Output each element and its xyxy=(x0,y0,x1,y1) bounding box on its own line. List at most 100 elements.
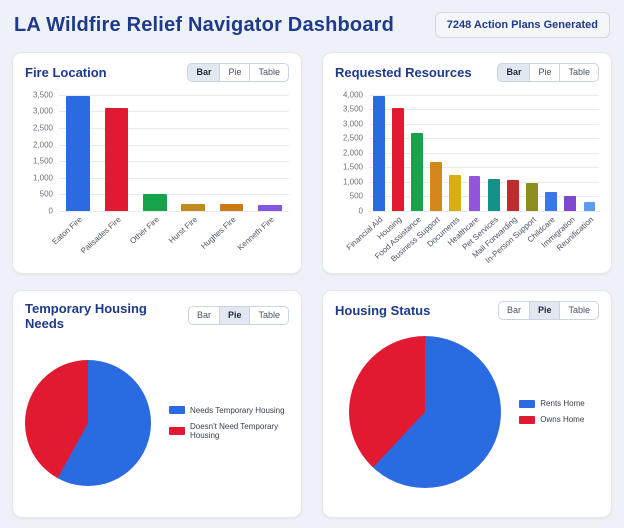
y-axis-label: 3,500 xyxy=(32,90,53,100)
bar-slot xyxy=(484,95,503,211)
bar-slot xyxy=(561,95,580,211)
gridline xyxy=(369,123,599,125)
y-axis-label: 0 xyxy=(48,206,53,216)
table-toggle-button[interactable]: Table xyxy=(249,306,289,326)
gridline xyxy=(59,111,289,113)
bar-toggle-button[interactable]: Bar xyxy=(187,306,220,326)
legend-label: Doesn't Need Temporary Housing xyxy=(190,421,279,440)
bar xyxy=(66,96,91,211)
y-axis-label: 500 xyxy=(39,189,53,199)
fire-location-chart: 3,500 3,000 2,500 2,000 1,500 1,000 500 0 Eaton … xyxy=(25,90,289,263)
bar xyxy=(142,193,167,211)
bar-slot xyxy=(59,95,97,211)
y-axis-label: 1,000 xyxy=(342,177,363,187)
gridline xyxy=(369,152,599,154)
cards-grid: Fire Location Bar Pie Table 3,500 3,000 2,… xyxy=(12,52,612,518)
table-toggle-button[interactable]: Table xyxy=(559,300,599,320)
y-axis-label: 2,000 xyxy=(32,140,53,149)
gridline xyxy=(369,196,599,198)
requested-resources-chart: 4,000 3,500 3,000 2,500 2,000 1,500 1,000 500 0 F… xyxy=(335,90,599,265)
y-axis: 3,500 3,000 2,500 2,000 1,500 1,000 500 0 xyxy=(25,90,59,215)
bar-slot xyxy=(503,95,522,211)
bar xyxy=(181,203,206,211)
bar xyxy=(506,180,519,211)
bar-slot xyxy=(212,95,250,211)
requested-resources-card: Requested Resources Bar Pie Table 4,000 3… xyxy=(322,52,612,274)
y-axis-label: 1,000 xyxy=(32,173,53,183)
legend-swatch xyxy=(169,406,185,415)
bar-slot xyxy=(427,95,446,211)
pie-toggle-button[interactable]: Pie xyxy=(218,306,251,326)
x-axis: Financial Aid Housing Food Assistance Busin… xyxy=(335,211,599,265)
bar xyxy=(257,204,282,211)
legend-item[interactable]: Owns Home xyxy=(519,415,584,424)
pie-toggle-button[interactable]: Pie xyxy=(528,300,561,320)
legend-label: Owns Home xyxy=(540,415,585,425)
temporary-housing-needs-card: Temporary Housing Needs Bar Pie Table Ne… xyxy=(12,289,302,518)
panel-title: Housing Status xyxy=(335,302,431,318)
card-header: Temporary Housing Needs Bar Pie Table xyxy=(25,301,289,331)
gridline xyxy=(369,167,599,169)
bar xyxy=(468,176,481,211)
bar xyxy=(526,183,538,211)
bar xyxy=(583,202,596,211)
gridline xyxy=(59,127,289,129)
gridline xyxy=(369,181,599,183)
bar-slot xyxy=(522,95,541,211)
page-title: LA Wildfire Relief Navigator Dashboard xyxy=(14,13,395,36)
pie-toggle-button[interactable]: Pie xyxy=(219,63,251,82)
y-axis-label: 3,500 xyxy=(342,104,363,114)
y-axis-label: 1,500 xyxy=(32,156,53,166)
bar-slot xyxy=(388,95,407,211)
card-header: Housing Status Bar Pie Table xyxy=(335,300,599,320)
bar-toggle-button[interactable]: Bar xyxy=(497,300,530,320)
gridline xyxy=(59,94,289,96)
y-axis: 4,000 3,500 3,000 2,500 2,000 1,500 1,000 500 0 xyxy=(335,90,369,215)
legend-item[interactable]: Doesn't Need Temporary Housing xyxy=(169,422,289,440)
housing-status-chart: Rents Home Owns Home xyxy=(335,328,599,496)
y-axis-label: 4,000 xyxy=(342,90,363,100)
y-axis-label: 3,000 xyxy=(342,119,363,129)
bar-toggle-button[interactable]: Bar xyxy=(497,63,531,82)
plot-area xyxy=(369,94,599,212)
plot-area xyxy=(59,94,289,212)
gridline xyxy=(59,194,289,196)
bar xyxy=(564,196,577,211)
chart-type-toggle: Bar Pie Table xyxy=(497,300,599,320)
legend-swatch xyxy=(169,426,185,435)
y-axis-label: 500 xyxy=(349,191,363,201)
bar-slot xyxy=(542,95,561,211)
bar-slot xyxy=(369,95,388,211)
temporary-housing-needs-chart: Needs Temporary Housing Doesn't Need Temp… xyxy=(25,339,289,507)
panel-title: Fire Location xyxy=(25,64,107,80)
x-axis: Eaton Fire Palisades Fire Other Fire Hurst … xyxy=(25,211,289,263)
bar xyxy=(410,132,423,211)
pie xyxy=(25,359,151,486)
gridline xyxy=(59,210,289,212)
y-axis-label: 2,500 xyxy=(342,133,363,143)
y-axis-label: 0 xyxy=(358,206,363,216)
bar xyxy=(104,108,129,211)
table-toggle-button[interactable]: Table xyxy=(249,63,289,82)
action-plans-badge: 7248 Action Plans Generated xyxy=(434,12,610,38)
pie-toggle-button[interactable]: Pie xyxy=(529,63,561,82)
legend-label: Rents Home xyxy=(540,399,585,409)
y-axis-label: 3,000 xyxy=(32,106,53,116)
bar-toggle-button[interactable]: Bar xyxy=(187,63,221,82)
card-header: Fire Location Bar Pie Table xyxy=(25,63,289,82)
gridline xyxy=(369,138,599,140)
gridline xyxy=(369,94,599,96)
legend: Needs Temporary Housing Doesn't Need Temp… xyxy=(169,406,289,440)
bar xyxy=(449,174,462,211)
legend-item[interactable]: Needs Temporary Housing xyxy=(169,406,289,415)
bar-slot xyxy=(174,95,212,211)
bar-slot xyxy=(465,95,484,211)
gridline xyxy=(369,210,599,212)
bar-slot xyxy=(97,95,135,211)
bar-slot xyxy=(407,95,426,211)
table-toggle-button[interactable]: Table xyxy=(559,63,599,82)
legend-swatch xyxy=(519,399,536,408)
bar-slot xyxy=(136,95,174,211)
legend-item[interactable]: Rents Home xyxy=(519,399,585,409)
